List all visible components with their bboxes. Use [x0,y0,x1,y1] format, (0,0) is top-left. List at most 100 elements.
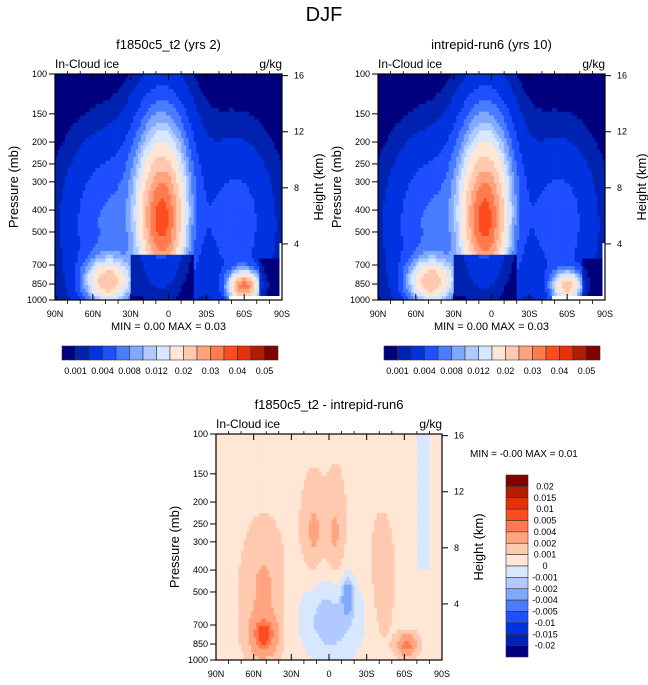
data-cell [158,153,162,158]
data-cell [223,96,227,101]
data-cell [226,153,230,158]
data-cell [95,100,99,105]
data-cell [221,235,225,241]
data-cell [274,273,278,278]
data-cell [57,251,61,256]
data-cell [123,273,127,278]
data-cell [236,122,240,128]
data-cell [216,183,220,188]
data-cell [143,156,147,162]
data-cell [75,273,79,278]
data-cell [244,119,248,124]
data-cell [55,171,58,177]
data-cell [229,213,232,218]
data-cell [75,164,79,169]
data-cell [102,126,106,131]
data-cell [213,232,217,237]
data-cell [160,81,164,86]
data-cell [231,81,235,86]
data-cell [82,213,86,218]
data-cell [223,254,227,259]
data-cell [128,134,132,139]
data-cell [251,209,255,214]
data-cell [188,171,192,177]
data-cell [234,77,237,82]
data-cell [97,243,101,248]
data-cell [155,171,159,177]
data-cell [229,220,232,226]
data-cell [113,262,116,267]
data-cell [216,224,220,229]
data-cell [135,156,139,162]
data-cell [95,235,99,241]
data-cell [110,239,114,244]
data-cell [80,89,84,94]
data-cell [208,130,212,135]
data-cell [148,81,152,86]
data-cell [259,164,263,169]
data-cell [198,81,202,86]
data-cell [158,168,162,173]
data-cell [125,213,129,218]
data-cell [143,235,147,241]
data-cell [92,258,96,263]
data-cell [241,92,245,97]
data-cell [125,115,129,120]
data-cell [80,74,84,79]
data-cell [181,130,185,135]
data-cell [77,224,81,229]
data-cell [113,153,116,158]
data-cell [118,190,121,195]
data-cell [193,239,197,244]
data-cell [133,217,137,222]
data-cell [259,247,263,252]
data-cell [158,213,162,218]
data-cell [77,141,81,146]
data-cell [218,89,222,94]
data-cell [60,85,63,90]
data-cell [276,138,280,143]
data-cell [95,175,99,180]
data-cell [62,130,66,135]
data-cell [213,254,217,259]
data-cell [251,273,255,278]
data-cell [62,281,66,286]
data-cell [107,217,111,222]
data-cell [75,262,79,267]
data-cell [193,232,197,237]
data-cell [107,224,111,229]
data-cell [100,130,104,135]
data-cell [67,269,71,275]
data-cell [221,247,225,252]
data-cell [75,81,79,86]
data-cell [75,220,79,226]
data-cell [183,85,187,90]
data-cell [55,145,58,150]
data-cell [244,145,248,150]
data-cell [191,190,195,195]
data-cell [226,247,230,252]
data-cell [244,141,248,146]
data-cell [171,122,174,128]
data-cell [218,85,222,90]
data-cell [206,119,210,124]
data-cell [77,198,81,203]
data-cell [82,258,86,263]
data-cell [90,115,94,120]
data-cell [62,111,66,116]
data-cell [140,175,144,180]
data-cell [249,194,253,199]
data-cell [183,160,187,165]
data-cell [158,262,162,267]
data-cell [100,213,104,218]
data-cell [201,187,205,192]
data-cell [120,164,124,169]
data-cell [115,269,119,275]
data-cell [82,217,86,222]
data-cell [234,269,237,275]
data-cell [62,168,66,173]
data-cell [138,81,142,86]
data-cell [203,77,207,82]
data-cell [241,198,245,203]
data-cell [221,209,225,214]
